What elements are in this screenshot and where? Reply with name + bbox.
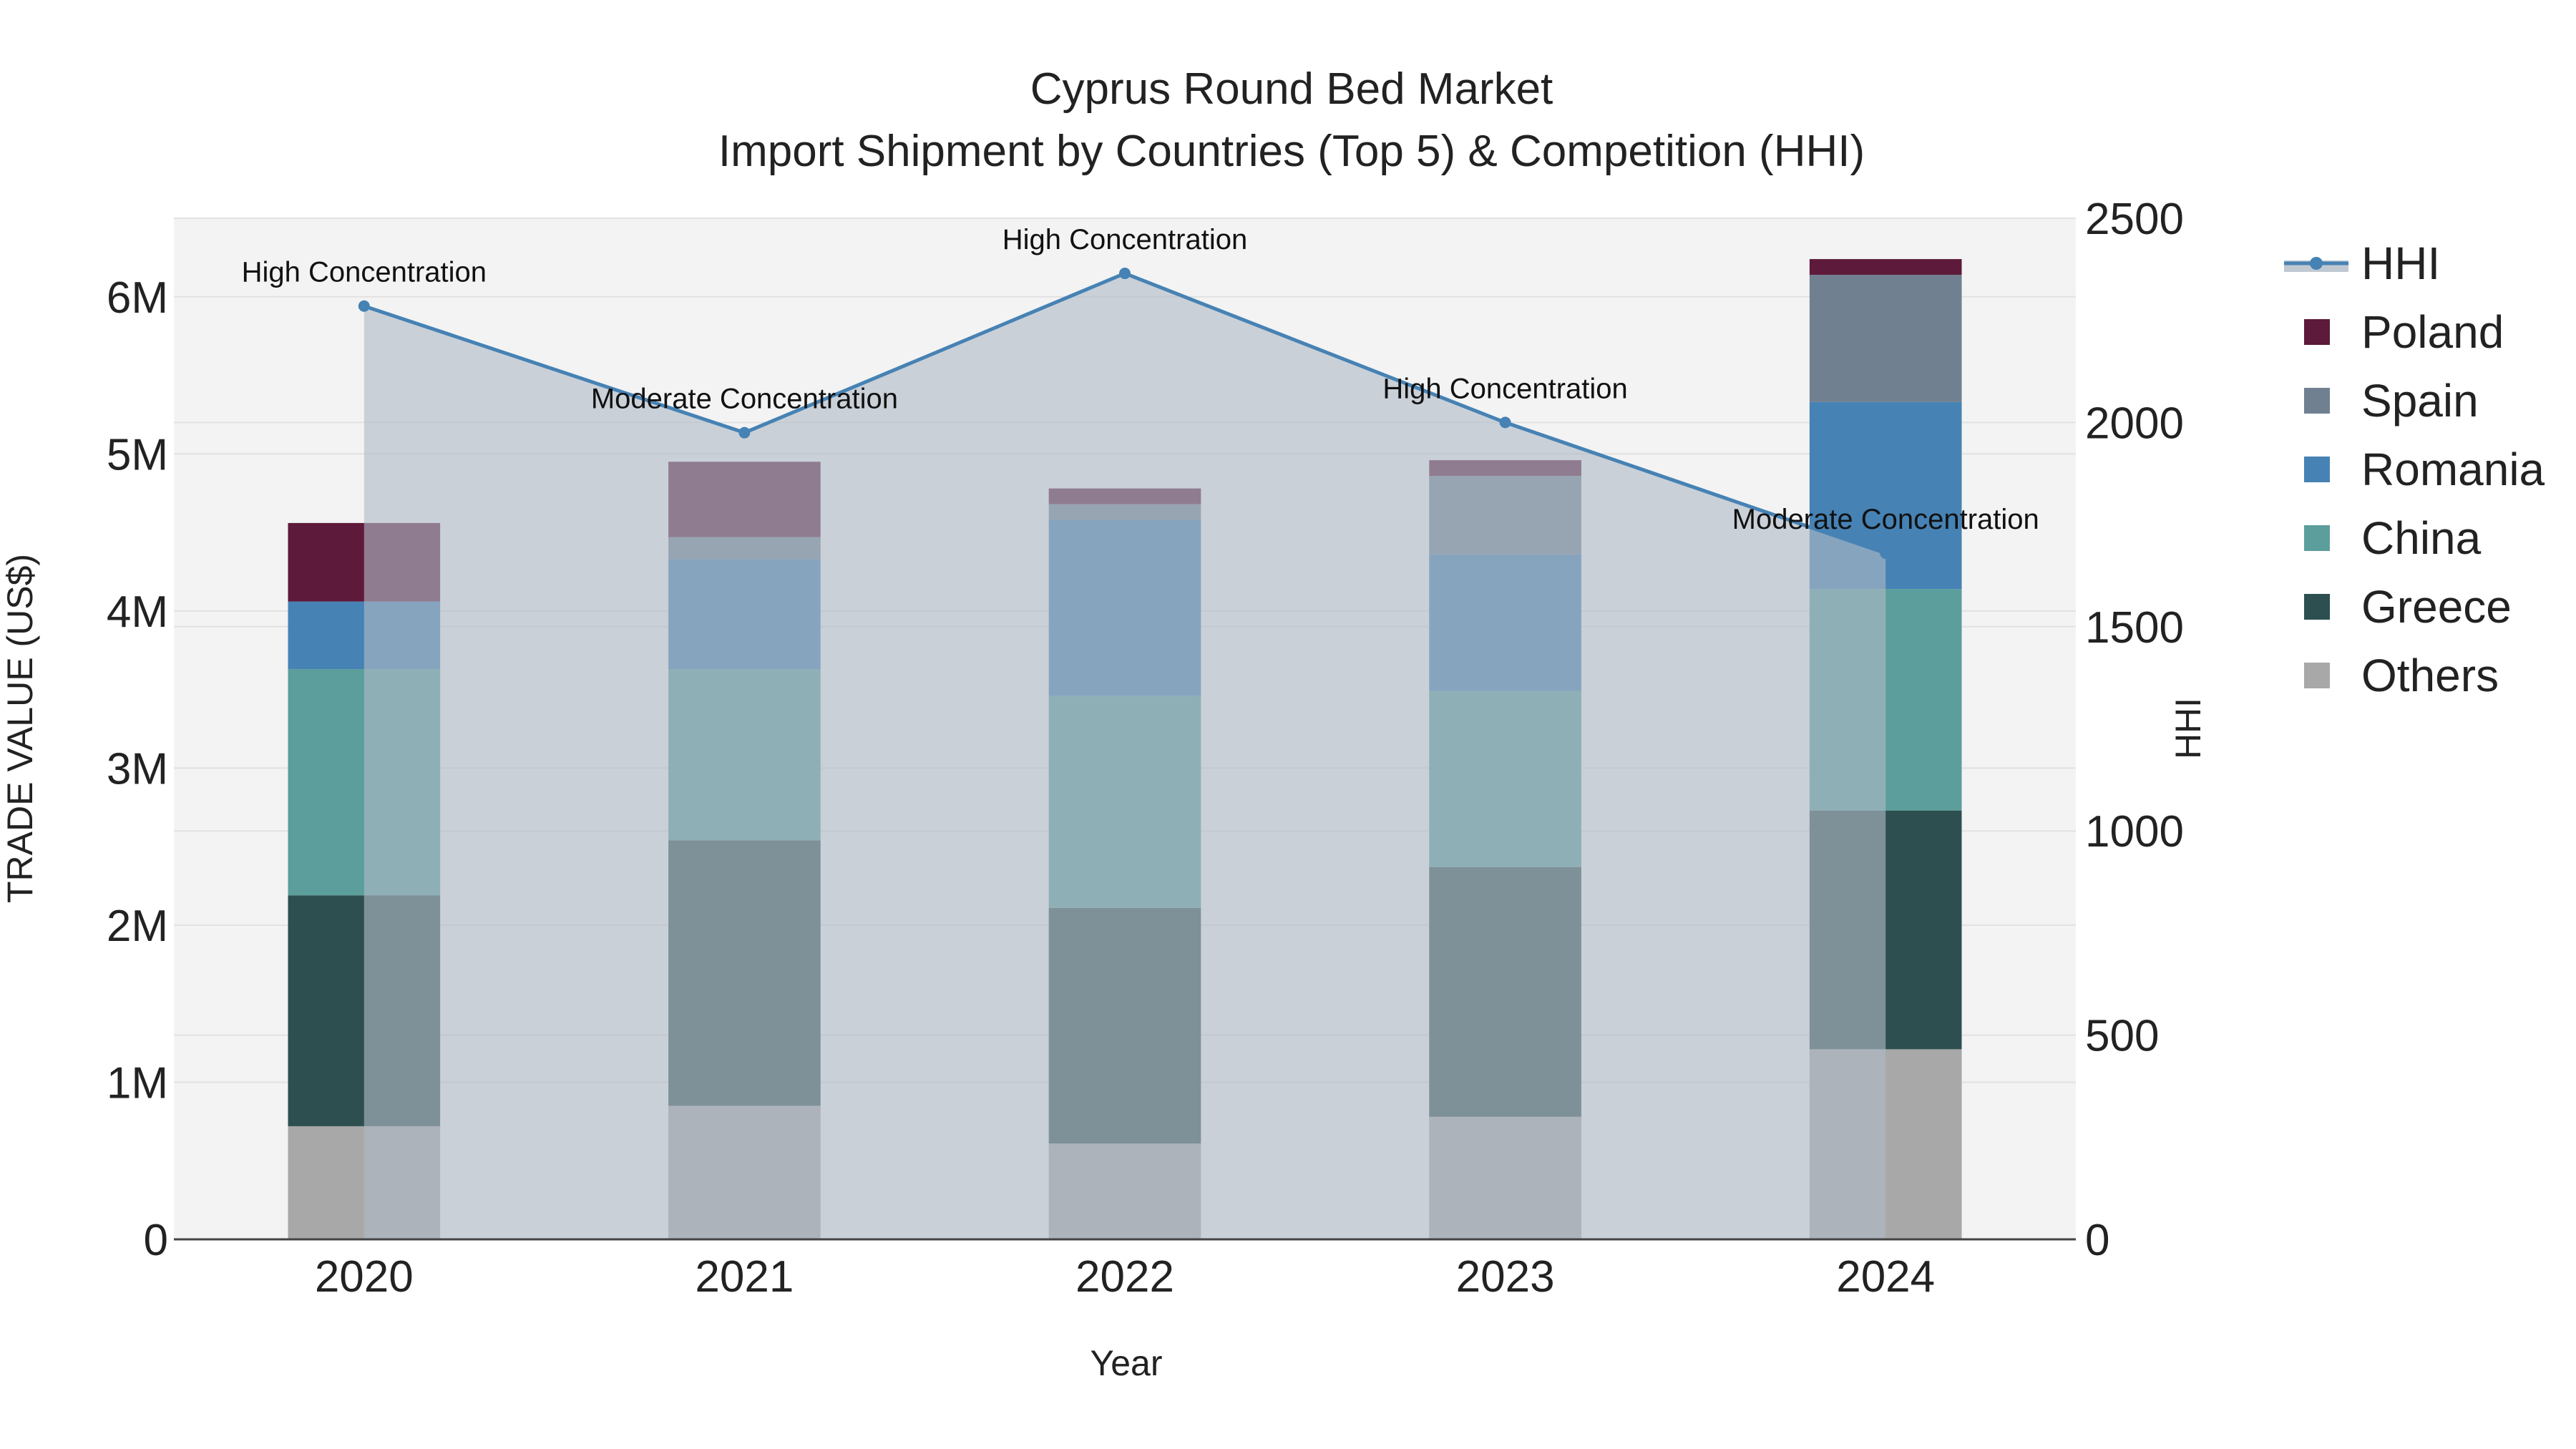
hhi-annotation-2020: High Concentration [242, 257, 487, 288]
y-tick-label: 0 [144, 1216, 168, 1265]
x-axis-title: Year [1090, 1343, 1162, 1383]
legend-label-poland: Poland [2361, 306, 2504, 358]
hhi-point-2020 [358, 300, 370, 312]
legend-label-others: Others [2361, 650, 2499, 701]
y2-tick-label: 1000 [2085, 807, 2184, 857]
legend-swatch-hhi-marker [2310, 257, 2323, 270]
y2-axis: 0 500 1000 1500 2000 2500 [2085, 195, 2184, 1265]
hhi-annotation-2022: High Concentration [1002, 224, 1247, 255]
legend-swatch-romania [2304, 457, 2330, 482]
y2-tick-label: 2000 [2085, 399, 2184, 448]
y-tick-label: 5M [107, 430, 168, 479]
legend-swatch-spain [2304, 388, 2330, 414]
legend-swatch-greece [2304, 594, 2330, 620]
y-tick-label: 4M [107, 587, 168, 637]
y-tick-label: 6M [107, 273, 168, 323]
chart-subtitle: Import Shipment by Countries (Top 5) & C… [718, 127, 1865, 176]
legend-label-china: China [2361, 512, 2482, 564]
hhi-annotation-2023: High Concentration [1382, 373, 1627, 404]
hhi-area [364, 273, 1886, 1240]
bar-spain-2024 [1809, 275, 1962, 402]
chart-title: Cyprus Round Bed Market [1030, 64, 1553, 114]
hhi-point-2023 [1499, 416, 1511, 429]
y2-tick-label: 2500 [2085, 195, 2184, 244]
y-axis: 0 1M 2M 3M 4M 5M 6M [107, 273, 168, 1265]
y2-tick-label: 500 [2085, 1012, 2159, 1061]
legend-label-spain: Spain [2361, 375, 2479, 426]
hhi-point-2021 [738, 426, 751, 439]
x-tick-label: 2022 [1075, 1252, 1174, 1302]
x-axis: 2020 2021 2022 2023 2024 [315, 1252, 1935, 1302]
legend-swatch-china [2304, 525, 2330, 551]
y-axis-title: TRADE VALUE (US$) [0, 554, 40, 903]
y2-axis-title: HHI [2168, 698, 2208, 759]
hhi-layer: High Concentration Moderate Concentration… [242, 224, 2039, 1240]
y-tick-label: 3M [107, 744, 168, 794]
legend-label-greece: Greece [2361, 581, 2512, 633]
y2-tick-label: 0 [2085, 1216, 2109, 1265]
y-tick-label: 2M [107, 902, 168, 951]
legend-label-hhi: HHI [2361, 238, 2440, 289]
hhi-annotation-2024: Moderate Concentration [1732, 504, 2039, 535]
hhi-point-2022 [1119, 268, 1131, 280]
y-tick-label: 1M [107, 1058, 168, 1108]
hhi-point-2024 [1880, 547, 1892, 560]
legend-swatch-others [2304, 663, 2330, 688]
x-tick-label: 2021 [695, 1252, 794, 1302]
hhi-annotation-2021: Moderate Concentration [591, 384, 898, 415]
y2-tick-label: 1500 [2085, 603, 2184, 653]
x-tick-label: 2024 [1836, 1252, 1935, 1302]
bar-poland-2024 [1809, 259, 1962, 275]
x-tick-label: 2020 [315, 1252, 414, 1302]
legend: HHI Poland Spain Romania China Greece Others [2284, 238, 2545, 701]
legend-swatch-poland [2304, 319, 2330, 345]
x-tick-label: 2023 [1456, 1252, 1555, 1302]
legend-label-romania: Romania [2361, 444, 2545, 495]
